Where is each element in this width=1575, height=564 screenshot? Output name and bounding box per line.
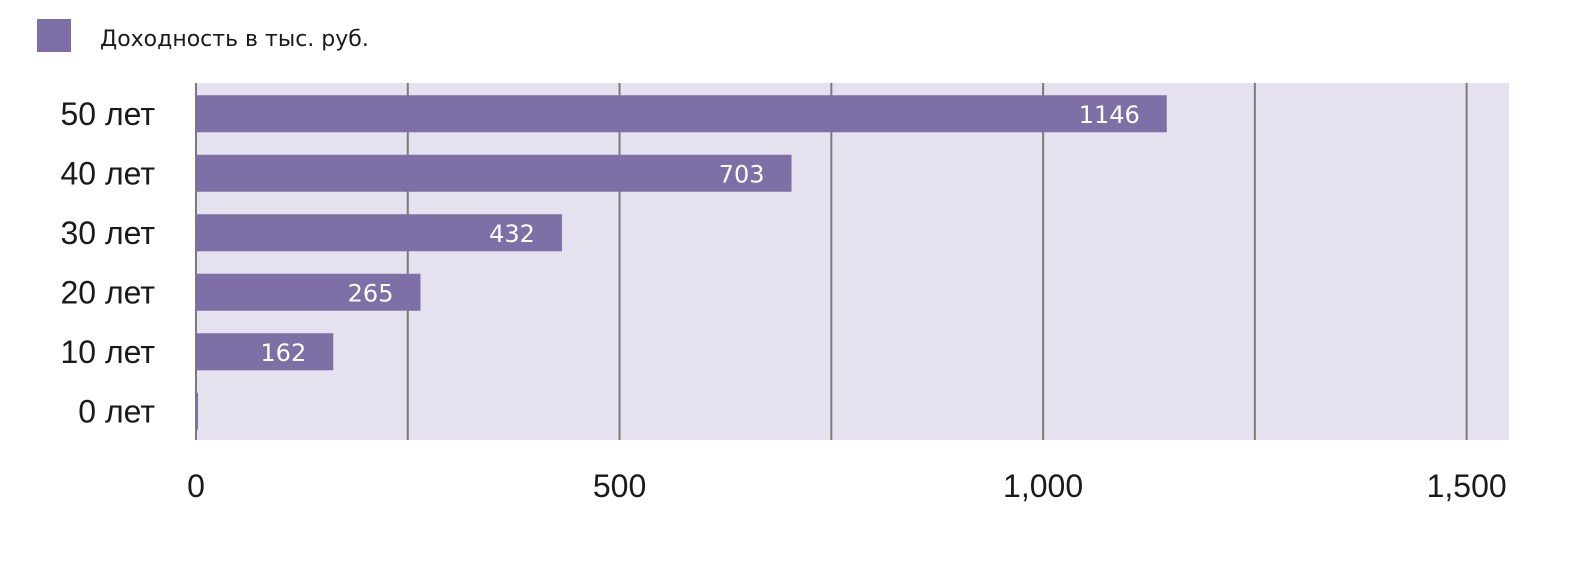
category-labels: 0 лет 10 лет 20 лет 30 лет 40 лет 50 лет [60,96,155,430]
data-label: 432 [489,220,535,248]
category-label: 50 лет [60,96,155,132]
bar [196,154,792,192]
gridlines [195,83,1468,440]
x-axis-tick-labels: 0 500 1,000 1,500 [187,468,1507,504]
category-label: 30 лет [60,215,155,251]
legend: Доходность в тыс. руб. [37,19,369,52]
x-tick-label: 1,500 [1427,468,1507,504]
bar [196,333,334,371]
bar [196,95,1167,133]
category-label: 40 лет [60,155,155,191]
bar [196,214,562,252]
data-label: 703 [719,160,765,188]
plot-area [196,83,1509,440]
bars: 162 265 432 703 1146 [196,95,1167,430]
x-tick-label: 500 [593,468,646,504]
bar [196,392,198,430]
data-label: 265 [348,279,394,307]
data-label: 1146 [1079,101,1140,129]
data-label: 162 [260,339,306,367]
x-tick-label: 1,000 [1003,468,1083,504]
bar [196,273,421,311]
legend-swatch [37,19,71,52]
category-label: 0 лет [78,393,155,429]
x-tick-label: 0 [187,468,205,504]
category-label: 20 лет [60,274,155,310]
legend-label: Доходность в тыс. руб. [100,27,369,52]
category-label: 10 лет [60,334,155,370]
